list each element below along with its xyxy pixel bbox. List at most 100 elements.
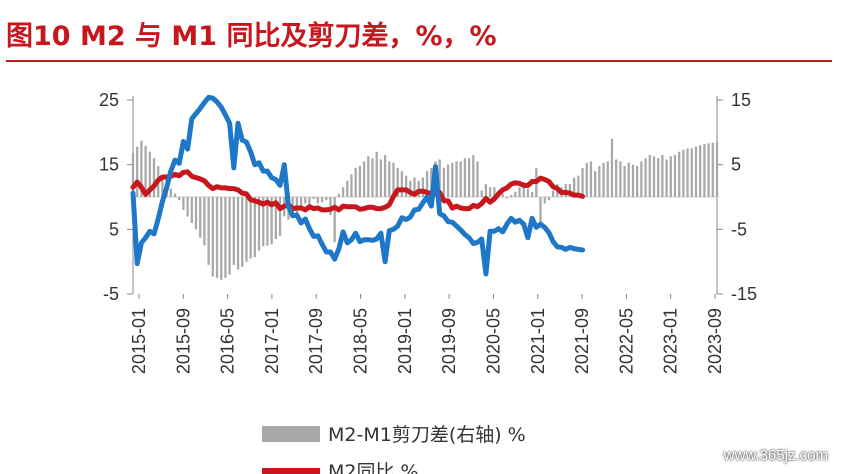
m1-yoy-line <box>130 94 586 277</box>
spread-bar-94 <box>526 188 530 197</box>
spread-bar-30 <box>257 197 261 251</box>
spread-bar-133 <box>690 148 693 197</box>
spread-bar-135 <box>699 145 702 197</box>
spread-bar-134 <box>694 146 698 197</box>
spread-bar-42 <box>308 197 311 207</box>
spread-bar-131 <box>682 149 685 197</box>
spread-bar-114 <box>610 138 614 197</box>
legend-label-m2: M2同比 % <box>328 461 419 474</box>
spread-bar-14 <box>190 197 193 223</box>
spread-bar-0 <box>131 153 135 197</box>
spread-bar-128 <box>669 156 672 197</box>
spread-bar-53 <box>354 167 357 197</box>
title-divider <box>6 60 832 62</box>
spread-bar-118 <box>627 162 630 197</box>
spread-bar-47 <box>329 197 332 216</box>
spread-bar-48 <box>333 197 336 243</box>
spread-bar-119 <box>631 164 635 197</box>
spread-bar-98 <box>543 197 546 204</box>
spread-bar-83 <box>480 190 483 197</box>
spread-bar-12 <box>182 197 185 210</box>
spread-bar-54 <box>358 165 362 197</box>
spread-bar-4 <box>148 151 151 197</box>
spread-bar-11 <box>178 197 181 201</box>
spread-bar-16 <box>199 197 202 238</box>
spread-bar-7 <box>161 177 164 197</box>
spread-bar-104 <box>568 184 572 197</box>
spread-bar-22 <box>224 197 227 278</box>
spread-bar-45 <box>320 197 324 203</box>
spread-bar-93 <box>522 182 525 197</box>
spread-bar-123 <box>648 154 651 197</box>
spread-bar-105 <box>573 177 576 197</box>
spread-bar-39 <box>295 197 299 214</box>
spread-bar-43 <box>312 197 315 199</box>
x-tick-label-12: 2023-01 <box>661 308 681 374</box>
x-tick-label-1: 2015-09 <box>173 308 193 374</box>
spread-bar-91 <box>514 191 517 197</box>
x-tick-label-9: 2021-01 <box>528 308 548 374</box>
x-tick-label-3: 2017-01 <box>262 308 282 374</box>
spread-bar-109 <box>589 161 593 197</box>
x-tick-label-7: 2019-09 <box>439 308 459 374</box>
spread-bar-120 <box>636 165 639 197</box>
spread-bar-40 <box>299 197 303 207</box>
spread-bar-85 <box>488 187 492 197</box>
right-tick-label-3: -15 <box>731 284 757 304</box>
chart-title: 图10 M2 与 M1 同比及剪刀差，%，% <box>6 21 497 52</box>
spread-bar-9 <box>169 188 172 197</box>
spread-bar-41 <box>304 197 307 204</box>
spread-bar-61 <box>388 161 391 197</box>
x-tick-label-0: 2015-01 <box>129 308 149 374</box>
spread-bar-33 <box>270 197 273 245</box>
spread-bar-124 <box>652 156 656 197</box>
spread-bar-23 <box>228 197 231 275</box>
spread-bar-80 <box>467 158 471 197</box>
spread-bar-113 <box>606 161 609 197</box>
spread-bar-95 <box>530 191 534 197</box>
spread-bar-115 <box>615 159 618 197</box>
left-tick-label-3: -5 <box>103 284 119 304</box>
spread-bar-49 <box>337 193 341 197</box>
spread-bar-78 <box>459 161 462 197</box>
spread-bar-77 <box>455 161 458 197</box>
spread-bar-75 <box>446 164 450 197</box>
spread-bar-3 <box>144 145 147 197</box>
spread-bar-73 <box>438 159 441 197</box>
spread-bar-86 <box>493 187 496 197</box>
spread-bar-138 <box>711 142 714 197</box>
spread-bar-76 <box>451 162 454 197</box>
x-tick-label-4: 2017-09 <box>306 308 326 374</box>
spread-bar-51 <box>346 180 349 197</box>
spread-bar-25 <box>236 197 240 270</box>
spread-bar-35 <box>278 197 282 236</box>
spread-bar-92 <box>518 187 521 197</box>
spread-bar-19 <box>211 197 214 277</box>
spread-bar-111 <box>598 165 601 197</box>
spread-bar-66 <box>409 180 412 197</box>
x-tick-label-13: 2023-09 <box>705 308 725 374</box>
spread-bar-69 <box>421 177 425 197</box>
spread-bar-90 <box>509 195 513 197</box>
spread-bar-97 <box>539 197 542 223</box>
spread-bar-2 <box>140 140 143 197</box>
spread-bar-18 <box>207 197 210 265</box>
spread-bar-106 <box>577 175 580 197</box>
spread-bar-32 <box>266 197 269 246</box>
spread-bar-127 <box>665 159 668 197</box>
x-tick-label-5: 2018-05 <box>351 308 371 374</box>
spread-bar-112 <box>602 162 605 197</box>
x-tick-label-8: 2020-05 <box>483 308 503 374</box>
spread-bar-70 <box>425 171 429 197</box>
x-tick-label-2: 2016-05 <box>218 308 238 374</box>
spread-bar-17 <box>203 197 206 246</box>
m2-yoy-line <box>130 169 586 213</box>
spread-bar-50 <box>341 187 345 197</box>
spread-bar-10 <box>173 193 177 197</box>
spread-bar-89 <box>505 197 509 199</box>
spread-bar-116 <box>619 161 622 197</box>
spread-bar-52 <box>350 174 353 197</box>
spread-bar-5 <box>152 158 156 197</box>
spread-bar-62 <box>392 162 395 197</box>
